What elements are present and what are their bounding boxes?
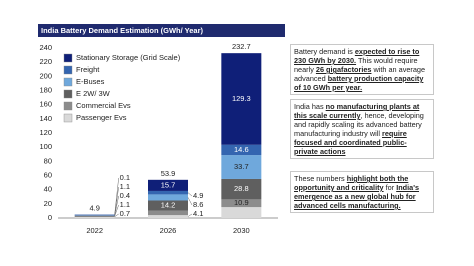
note-highlight: require focused and coordinated public-p… [294,129,407,156]
bar-segment [221,155,262,179]
y-tick-label: 60 [44,170,52,179]
note-highlight: 26 gigafactories [315,65,372,74]
legend-swatch [63,113,73,123]
note-text: Battery demand is [294,47,355,56]
value-label: 4.9 [193,191,203,200]
value-label: 28.8 [234,184,249,193]
y-tick-label: 20 [44,199,52,208]
note-text: , hence, developing and rapidly scaling … [294,111,424,138]
bar-segment [221,53,262,145]
legend-swatch [63,77,73,87]
value-label: 15.7 [161,180,176,189]
value-label: 0.1 [120,173,130,182]
title-bar [38,24,285,37]
note-highlight: expected to rise to 230 GWh by 2030. [294,47,420,65]
bar-segment [74,214,115,216]
y-tick-label: 180 [39,85,52,94]
bar-segment [74,215,115,217]
bar-segment [74,216,115,218]
value-label: 14.6 [234,145,249,154]
legend-label: Freight [76,65,100,74]
y-tick-label: 140 [39,114,52,123]
leader-line [114,195,119,216]
y-tick-label: 80 [44,156,52,165]
legend-label: Stationary Storage (Grid Scale) [76,53,181,62]
y-tick-label: 200 [39,71,52,80]
total-label: 232.7 [232,42,251,51]
value-label: 10.9 [234,198,249,207]
note-text: This would require nearly [294,56,418,74]
leader-line [114,213,119,217]
bar-segment [148,210,188,216]
legend-swatch [63,65,73,75]
leader-line [187,213,193,217]
bar-segment [148,190,188,195]
note: These numbers highlight both the opportu… [290,171,434,213]
x-tick-label: 2026 [160,226,177,235]
value-label: 129.3 [232,94,251,103]
legend-swatch [63,53,73,63]
y-tick-label: 220 [39,57,52,66]
value-label: 14.2 [161,201,176,210]
note-text: India has [294,102,326,111]
note-highlight: no manufacturing plants at this scale cu… [294,102,420,120]
note-highlight: highlight both the opportunity and criti… [294,174,409,192]
value-label: 0.4 [120,191,130,200]
legend-swatch [63,101,73,111]
note-highlight: battery production capacity of 10 GWh pe… [294,74,424,92]
bar-segment [221,207,262,218]
chart: India Battery Demand Estimation (GWh/ Ye… [38,24,285,235]
note-highlight: India's emergence as a new global hub fo… [294,183,420,210]
leader-line [187,192,193,197]
value-label: 0.7 [120,209,130,218]
y-tick-label: 0 [48,213,52,222]
chart-title: India Battery Demand Estimation (GWh/ Ye… [41,26,203,35]
x-tick-label: 2022 [86,226,103,235]
legend-label: E 2W/ 3W [76,89,111,98]
legend-label: E-Buses [76,77,105,86]
bar-segment [148,200,188,211]
y-tick-label: 40 [44,185,52,194]
total-label: 53.9 [161,169,176,178]
bar-segment [221,144,262,156]
note: India has no manufacturing plants at thi… [290,99,434,159]
legend-label: Passenger Evs [76,113,127,122]
note-text: with an average advanced [294,65,426,83]
leader-line [114,204,119,217]
legend-label: Commercial Evs [76,101,131,110]
legend-swatch [63,89,73,99]
value-label: 1.1 [120,182,130,191]
bar-segment [148,215,188,218]
note: Battery demand is expected to rise to 23… [290,44,434,95]
y-tick-label: 240 [39,43,52,52]
value-label: 8.6 [193,200,203,209]
leader-line [114,177,119,215]
bar-segment [148,179,188,191]
y-tick-label: 160 [39,100,52,109]
value-label: 4.1 [193,209,203,218]
note-text: These numbers [294,174,347,183]
value-label: 1.1 [120,200,130,209]
y-tick-label: 120 [39,128,52,137]
y-tick-label: 100 [39,142,52,151]
bar-segment [148,194,188,201]
value-label: 33.7 [234,162,249,171]
x-tick-label: 2030 [233,226,250,235]
bar-segment [221,199,262,208]
leader-line [187,197,193,206]
total-label: 4.9 [89,204,99,213]
bar-segment [221,178,262,200]
note-text: for [383,183,397,192]
